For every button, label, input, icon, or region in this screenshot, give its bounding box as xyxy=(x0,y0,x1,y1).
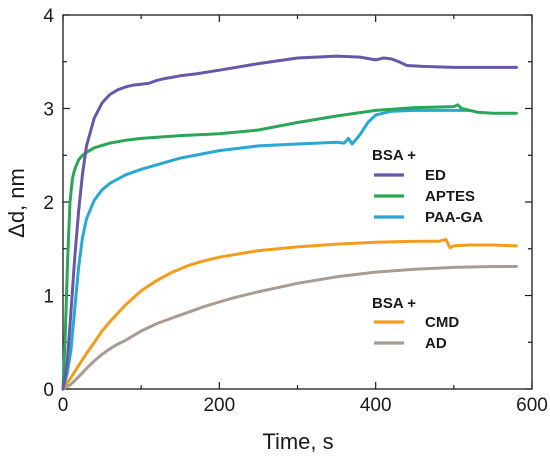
series-line-paa-ga xyxy=(61,108,471,391)
legend-label-aptes: APTES xyxy=(425,188,475,205)
x-tick-label: 600 xyxy=(516,395,548,416)
y-tick-label: 2 xyxy=(43,193,54,214)
series-line-ed xyxy=(61,54,518,391)
legend-title: BSA + xyxy=(372,295,416,312)
legend-label-ad: AD xyxy=(425,335,447,352)
series-line-ad xyxy=(61,265,518,391)
legend-2: BSA + CMD AD xyxy=(372,295,459,352)
legend-1: BSA + ED APTES PAA-GA xyxy=(372,147,483,226)
legend-label-paa-ga: PAA-GA xyxy=(425,209,483,226)
legend-title: BSA + xyxy=(372,147,416,164)
legend-label-cmd: CMD xyxy=(425,314,459,331)
x-axis-label: Time, s xyxy=(262,429,333,454)
x-tick-label: 200 xyxy=(203,395,235,416)
x-tick-label: 0 xyxy=(58,395,69,416)
y-axis-label: Δd, nm xyxy=(4,168,29,238)
x-tick-label: 400 xyxy=(360,395,392,416)
series-line-cmd xyxy=(61,237,518,391)
legend-label-ed: ED xyxy=(425,167,446,184)
y-tick-label: 0 xyxy=(43,380,54,401)
legends: BSA + ED APTES PAA-GA BSA + CMD AD xyxy=(372,147,483,352)
y-tick-label: 4 xyxy=(43,6,54,27)
axis-ticks: 0 200 400 600 0 1 2 3 4 xyxy=(43,6,547,416)
series-lines xyxy=(61,54,518,391)
y-tick-label: 3 xyxy=(43,100,54,121)
series-line-aptes xyxy=(61,103,518,391)
y-tick-label: 1 xyxy=(43,287,54,308)
